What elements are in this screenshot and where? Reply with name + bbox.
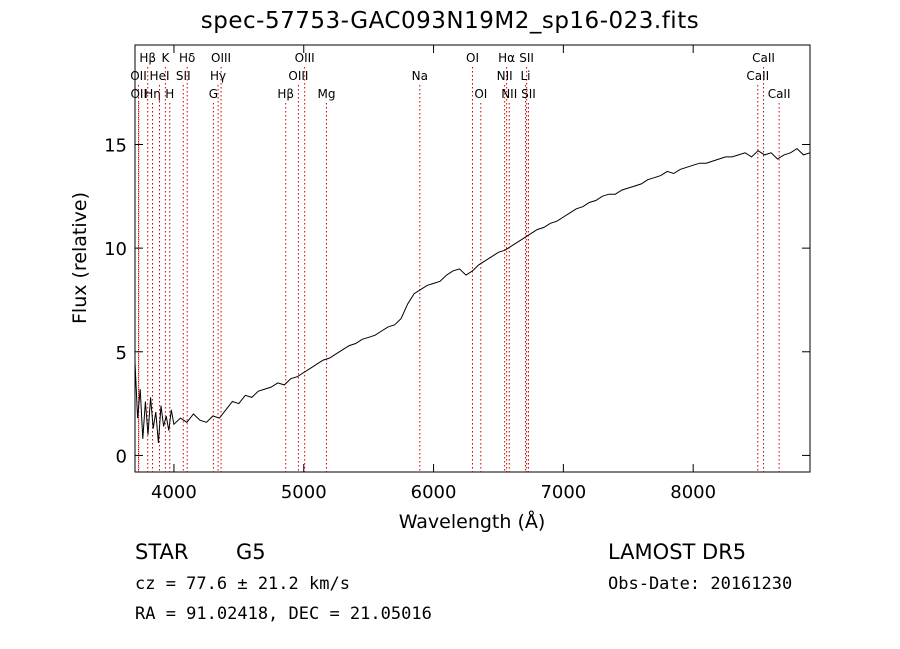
y-tick-label: 10 [104, 239, 127, 260]
line-marker-label: OIII [211, 51, 231, 65]
y-tick-label: 15 [104, 135, 127, 156]
line-marker-label: SII [521, 87, 536, 101]
line-marker-label: Mg [317, 87, 335, 101]
line-marker-label: CaII [768, 87, 791, 101]
obs-date: Obs-Date: 20161230 [608, 574, 793, 594]
line-marker-label: Hγ [210, 69, 226, 83]
y-tick-label: 0 [116, 446, 127, 467]
spectrum-line [134, 147, 811, 444]
x-tick-label: 7000 [540, 482, 586, 503]
x-tick-label: 8000 [670, 482, 716, 503]
line-marker-label: H [165, 87, 174, 101]
y-axis-label: Flux (relative) [69, 192, 91, 324]
line-marker-label: HeI [150, 69, 170, 83]
y-tick-label: 5 [116, 343, 127, 364]
x-tick-label: 6000 [411, 482, 457, 503]
line-marker-label: Hη [144, 87, 161, 101]
line-marker-label: CaII [746, 69, 769, 83]
line-marker-label: Li [520, 69, 530, 83]
survey-name: LAMOST DR5 [608, 540, 747, 564]
x-tick-label: 5000 [281, 482, 327, 503]
line-marker-label: Hβ [277, 87, 294, 101]
x-tick-label: 4000 [151, 482, 197, 503]
line-marker-label: CaII [752, 51, 775, 65]
line-marker-label: Hβ [139, 51, 156, 65]
line-marker-label: OI [466, 51, 479, 65]
line-marker-label: G [209, 87, 218, 101]
line-marker-label: K [161, 51, 170, 65]
redshift-text: cz = 77.6 ± 21.2 km/s [135, 574, 350, 594]
line-marker-label: NII [497, 69, 513, 83]
line-marker-label: SII [519, 51, 534, 65]
line-marker-label: OIII [288, 69, 308, 83]
line-marker-label: Na [412, 69, 428, 83]
chart-title: spec-57753-GAC093N19M2_sp16-023.fits [200, 8, 700, 34]
line-marker-label: OII [130, 69, 147, 83]
object-subclass: G5 [236, 540, 266, 564]
line-marker-label: NII [501, 87, 517, 101]
object-class: STAR [135, 540, 189, 564]
x-axis-label: Wavelength (Å) [399, 510, 546, 533]
line-marker-label: Hδ [179, 51, 195, 65]
line-marker-label: Hα [498, 51, 515, 65]
coordinates: RA = 91.02418, DEC = 21.05016 [135, 604, 432, 624]
line-marker-label: OII [130, 87, 147, 101]
line-marker-label: OIII [295, 51, 315, 65]
line-marker-label: SII [176, 69, 191, 83]
axis-ticks: 4000 5000 6000 7000 8000 0 5 10 15 [104, 45, 810, 503]
line-marker-label: OI [474, 87, 487, 101]
